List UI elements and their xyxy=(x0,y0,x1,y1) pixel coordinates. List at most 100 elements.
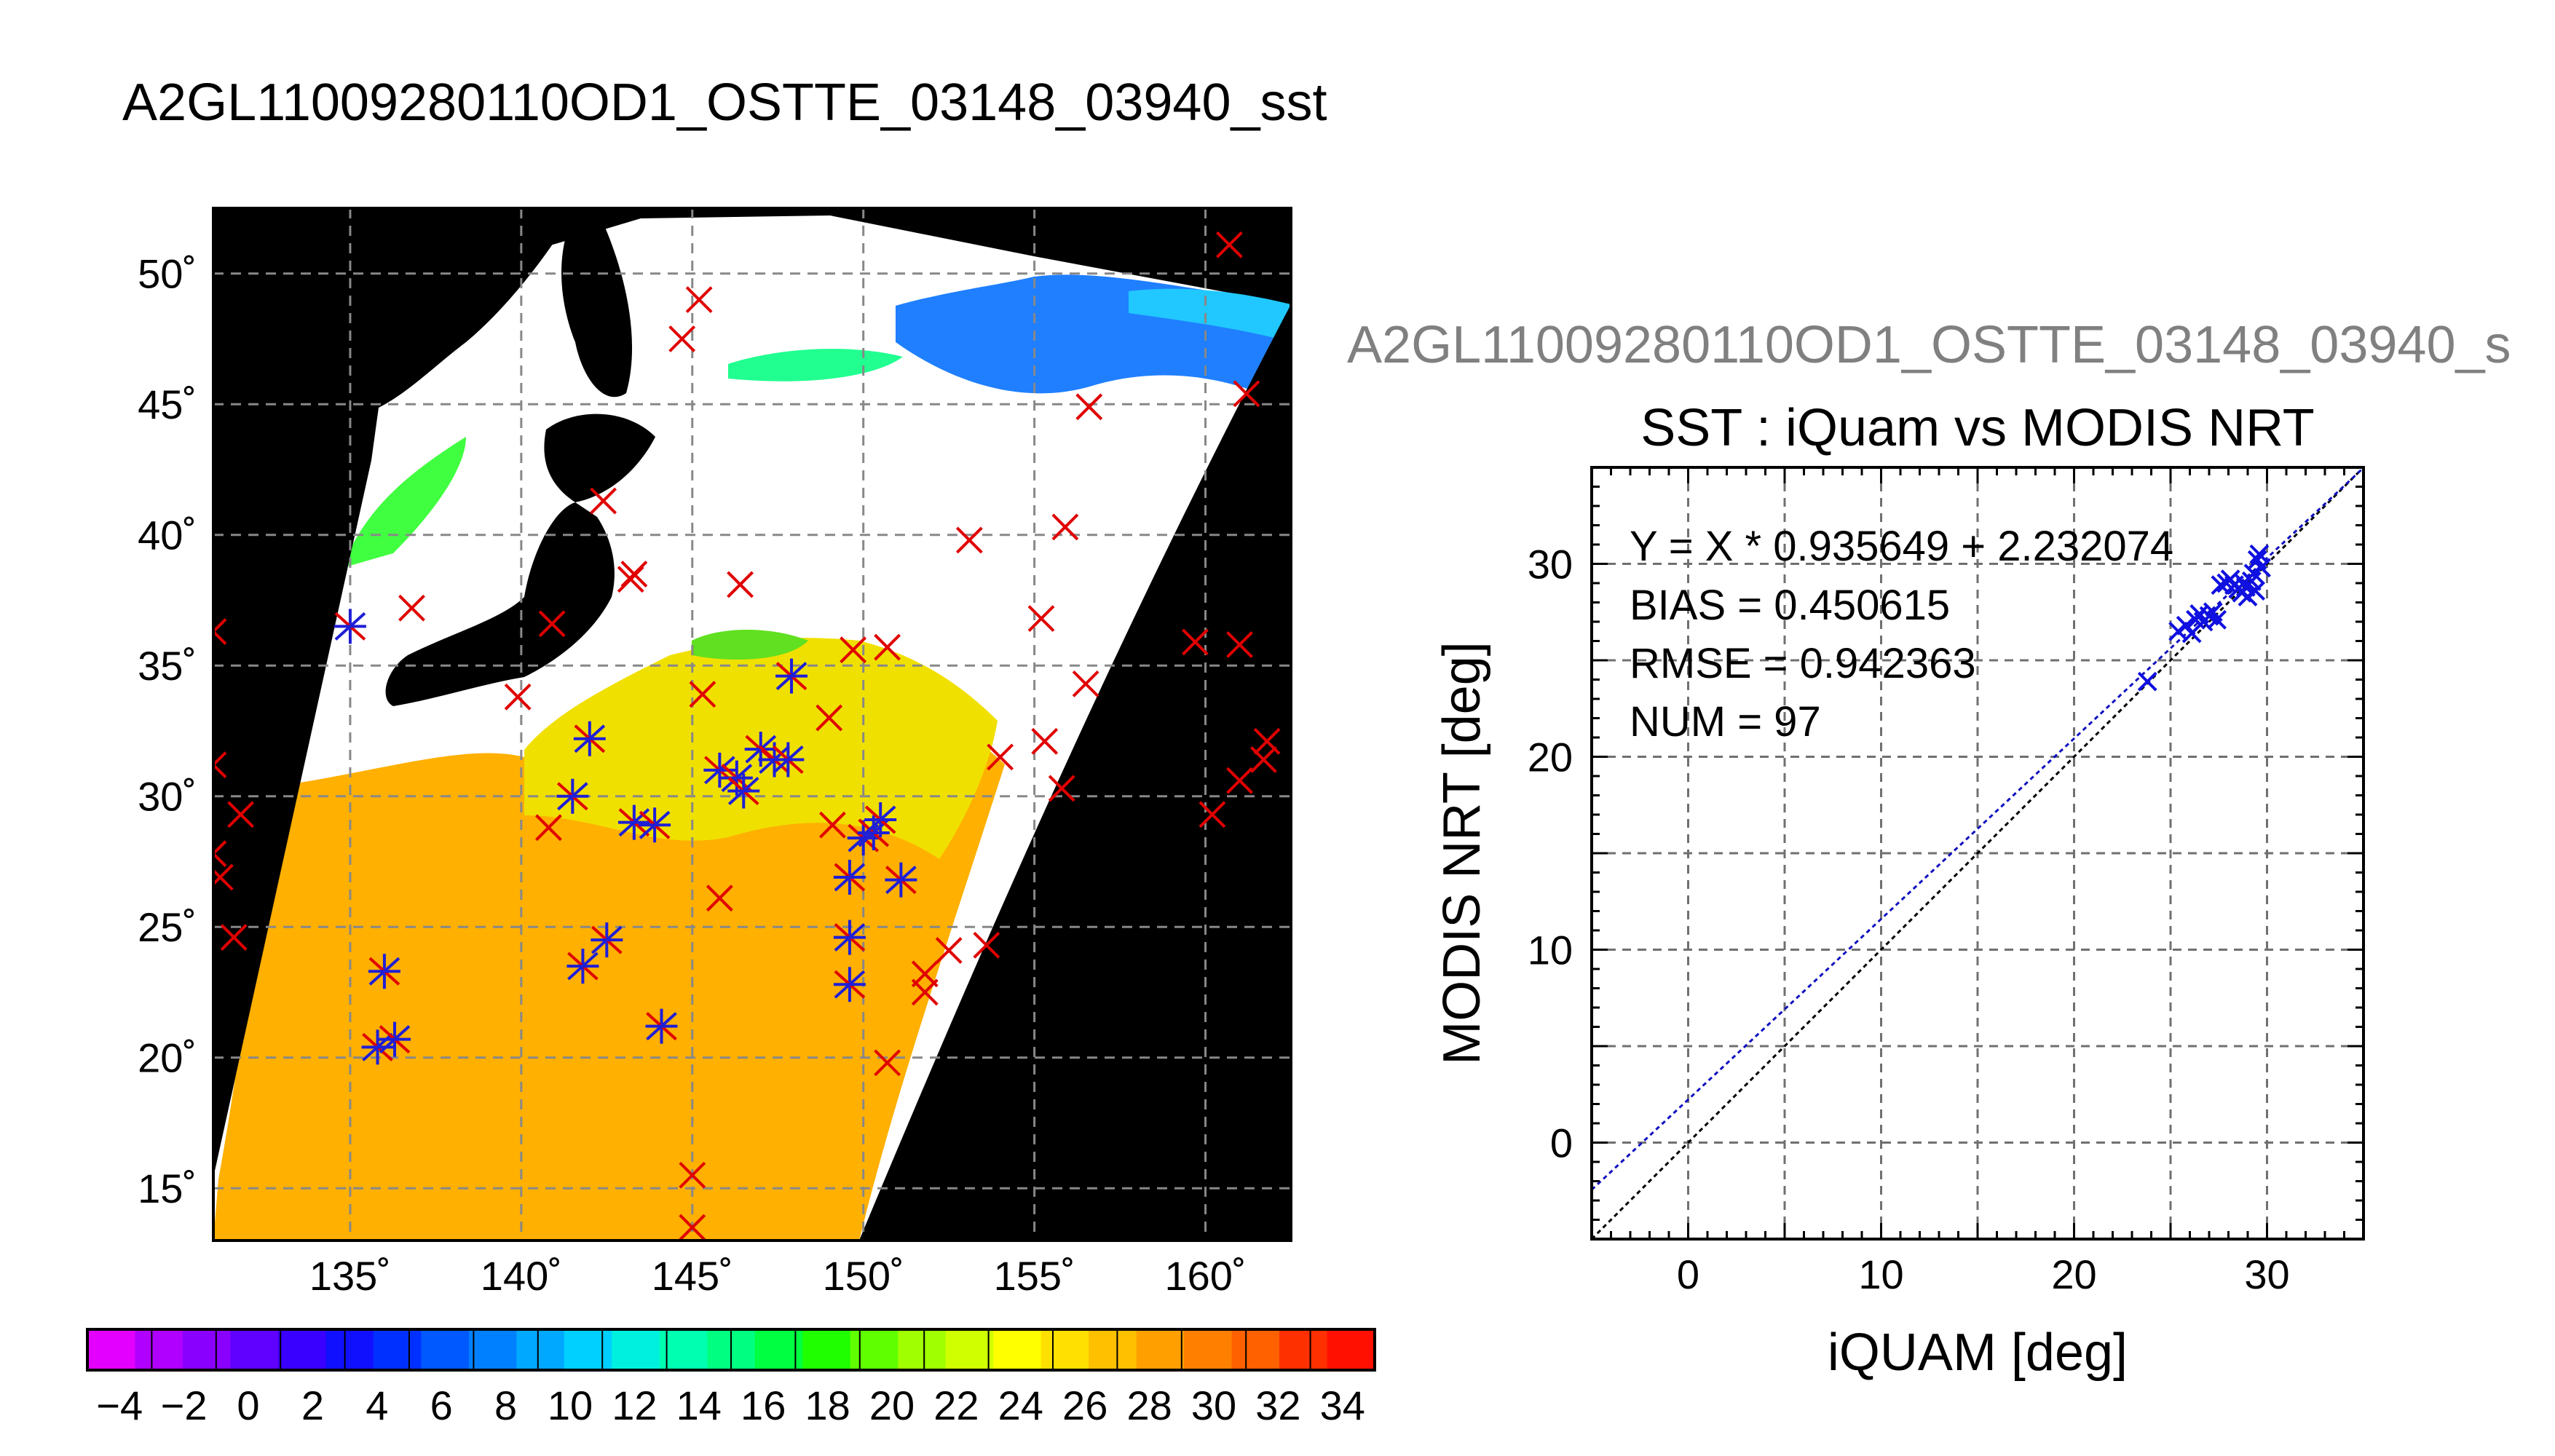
colorbar-swatch xyxy=(516,1329,565,1370)
colorbar-tick-labels: −4 −2 0 2 4 6 8 10 12 14 16 18 20 22 24 26 28 30 32 34 xyxy=(96,1382,1365,1428)
scatter-point xyxy=(2137,671,2157,692)
matched-marker xyxy=(566,949,599,984)
unmatched-marker xyxy=(955,526,983,554)
unmatched-marker xyxy=(1075,393,1103,421)
sst-cyan-region xyxy=(1129,288,1291,342)
colorbar-tick-label: 2 xyxy=(301,1382,324,1428)
colorbar-tick-label: 30 xyxy=(1191,1382,1236,1428)
unmatched-marker xyxy=(818,811,846,839)
unmatched-marker xyxy=(590,487,617,515)
colorbar-swatch xyxy=(87,1329,135,1370)
matched-marker xyxy=(379,1021,411,1057)
colorbar-swatch xyxy=(993,1329,1042,1370)
map-lon-label: 140˚ xyxy=(481,1253,562,1299)
unmatched-marker xyxy=(727,571,754,598)
map-lat-label: 15˚ xyxy=(138,1166,197,1211)
scatter-point xyxy=(2234,573,2254,593)
unmatched-marker xyxy=(689,681,716,708)
map-plot xyxy=(212,207,1292,1242)
matched-marker xyxy=(864,802,897,838)
colorbar-swatch xyxy=(612,1329,660,1370)
matched-marker xyxy=(573,721,606,756)
unmatched-marker xyxy=(213,751,227,779)
colorbar-tick-label: 10 xyxy=(548,1382,593,1428)
unmatched-marker xyxy=(617,566,644,593)
colorbar-swatch xyxy=(564,1329,612,1370)
colorbar-swatch xyxy=(1231,1329,1280,1370)
matched-markers xyxy=(333,609,917,1065)
colorbar-tick-label: 26 xyxy=(1062,1382,1107,1428)
colorbar-swatch xyxy=(230,1329,279,1370)
unmatched-marker xyxy=(227,801,255,828)
colorbar-tick-label: 32 xyxy=(1255,1382,1300,1428)
granule-label: A2GL11009280110OD1_OSTTE_03148_03940_s xyxy=(1347,316,2511,374)
unmatched-marker xyxy=(213,618,227,645)
unmatched-marker xyxy=(1031,727,1059,755)
unmatched-marker xyxy=(840,636,867,664)
colorbar xyxy=(86,1328,1376,1372)
scatter-point xyxy=(2251,558,2271,578)
land-hokkaido xyxy=(544,414,655,502)
colorbar-tick-label: 6 xyxy=(430,1382,453,1428)
matched-marker xyxy=(833,967,866,1002)
scatter-x-tick-label: 20 xyxy=(2051,1251,2096,1297)
unmatched-marker xyxy=(816,704,843,732)
unmatched-marker xyxy=(911,978,939,1006)
colorbar-tick-label: 24 xyxy=(998,1382,1043,1428)
map-lat-label: 30˚ xyxy=(138,774,197,820)
unmatched-marker xyxy=(538,610,566,638)
colorbar-swatch xyxy=(1279,1329,1328,1370)
sst-green-patch-mid xyxy=(728,349,903,381)
colorbar-tick-label: 18 xyxy=(805,1382,850,1428)
scatter-y-tick-label: 30 xyxy=(1528,542,1573,587)
colorbar-swatch xyxy=(1040,1329,1089,1370)
stats-num: NUM = 97 xyxy=(1630,698,1821,745)
colorbar-swatch xyxy=(182,1329,231,1370)
matched-marker xyxy=(833,919,866,955)
matched-marker xyxy=(775,658,808,694)
unmatched-marker xyxy=(1216,231,1243,258)
map-lon-label: 145˚ xyxy=(652,1253,733,1299)
matched-marker xyxy=(639,807,671,843)
map-gridlines xyxy=(213,208,1291,1241)
scatter-title: SST : iQuam vs MODIS NRT xyxy=(1640,399,2315,457)
colorbar-swatch xyxy=(1136,1329,1185,1370)
map-lat-label: 35˚ xyxy=(138,643,197,689)
scatter-gridlines xyxy=(1592,467,2364,1239)
matched-marker xyxy=(703,752,736,788)
colorbar-swatch xyxy=(945,1329,994,1370)
scatter-points xyxy=(2137,544,2271,692)
map-lat-label: 45˚ xyxy=(138,381,197,427)
map-frame xyxy=(212,207,1292,1242)
land-sakhalin xyxy=(561,211,633,397)
map-lat-labels: 15˚ 20˚ 25˚ 30˚ 35˚ 40˚ 45˚ 50˚ xyxy=(138,251,197,1211)
colorbar-swatch xyxy=(1089,1329,1137,1370)
scatter-plot xyxy=(1590,466,2365,1241)
scatter-frame xyxy=(1590,466,2365,1241)
unmatched-marker xyxy=(935,937,963,964)
matched-marker xyxy=(645,1008,678,1044)
map-lon-label: 160˚ xyxy=(1164,1253,1246,1299)
scatter-y-tick-label: 10 xyxy=(1528,927,1573,973)
unmatched-marker xyxy=(398,594,425,622)
map-lat-label: 40˚ xyxy=(138,513,197,558)
colorbar-tick-label: 20 xyxy=(869,1382,915,1428)
matched-marker xyxy=(368,954,400,989)
colorbar-swatch xyxy=(898,1329,947,1370)
colorbar-tick-label: 8 xyxy=(494,1382,517,1428)
unmatched-marker xyxy=(1048,775,1075,802)
colorbar-frame xyxy=(86,1328,1376,1372)
unmatched-marker xyxy=(1226,631,1253,658)
colorbar-tick-label: 16 xyxy=(741,1382,786,1428)
colorbar-tick-label: −4 xyxy=(96,1382,143,1428)
matched-marker xyxy=(727,773,760,809)
matched-marker xyxy=(333,609,366,644)
colorbar-swatch xyxy=(1184,1329,1233,1370)
map-lat-label: 25˚ xyxy=(138,904,197,950)
unmatched-marker xyxy=(1249,746,1277,773)
unmatched-marker xyxy=(1027,605,1055,633)
map-lat-label: 20˚ xyxy=(138,1035,197,1081)
map-lon-label: 155˚ xyxy=(994,1253,1075,1299)
colorbar-tick-label: −2 xyxy=(161,1382,208,1428)
